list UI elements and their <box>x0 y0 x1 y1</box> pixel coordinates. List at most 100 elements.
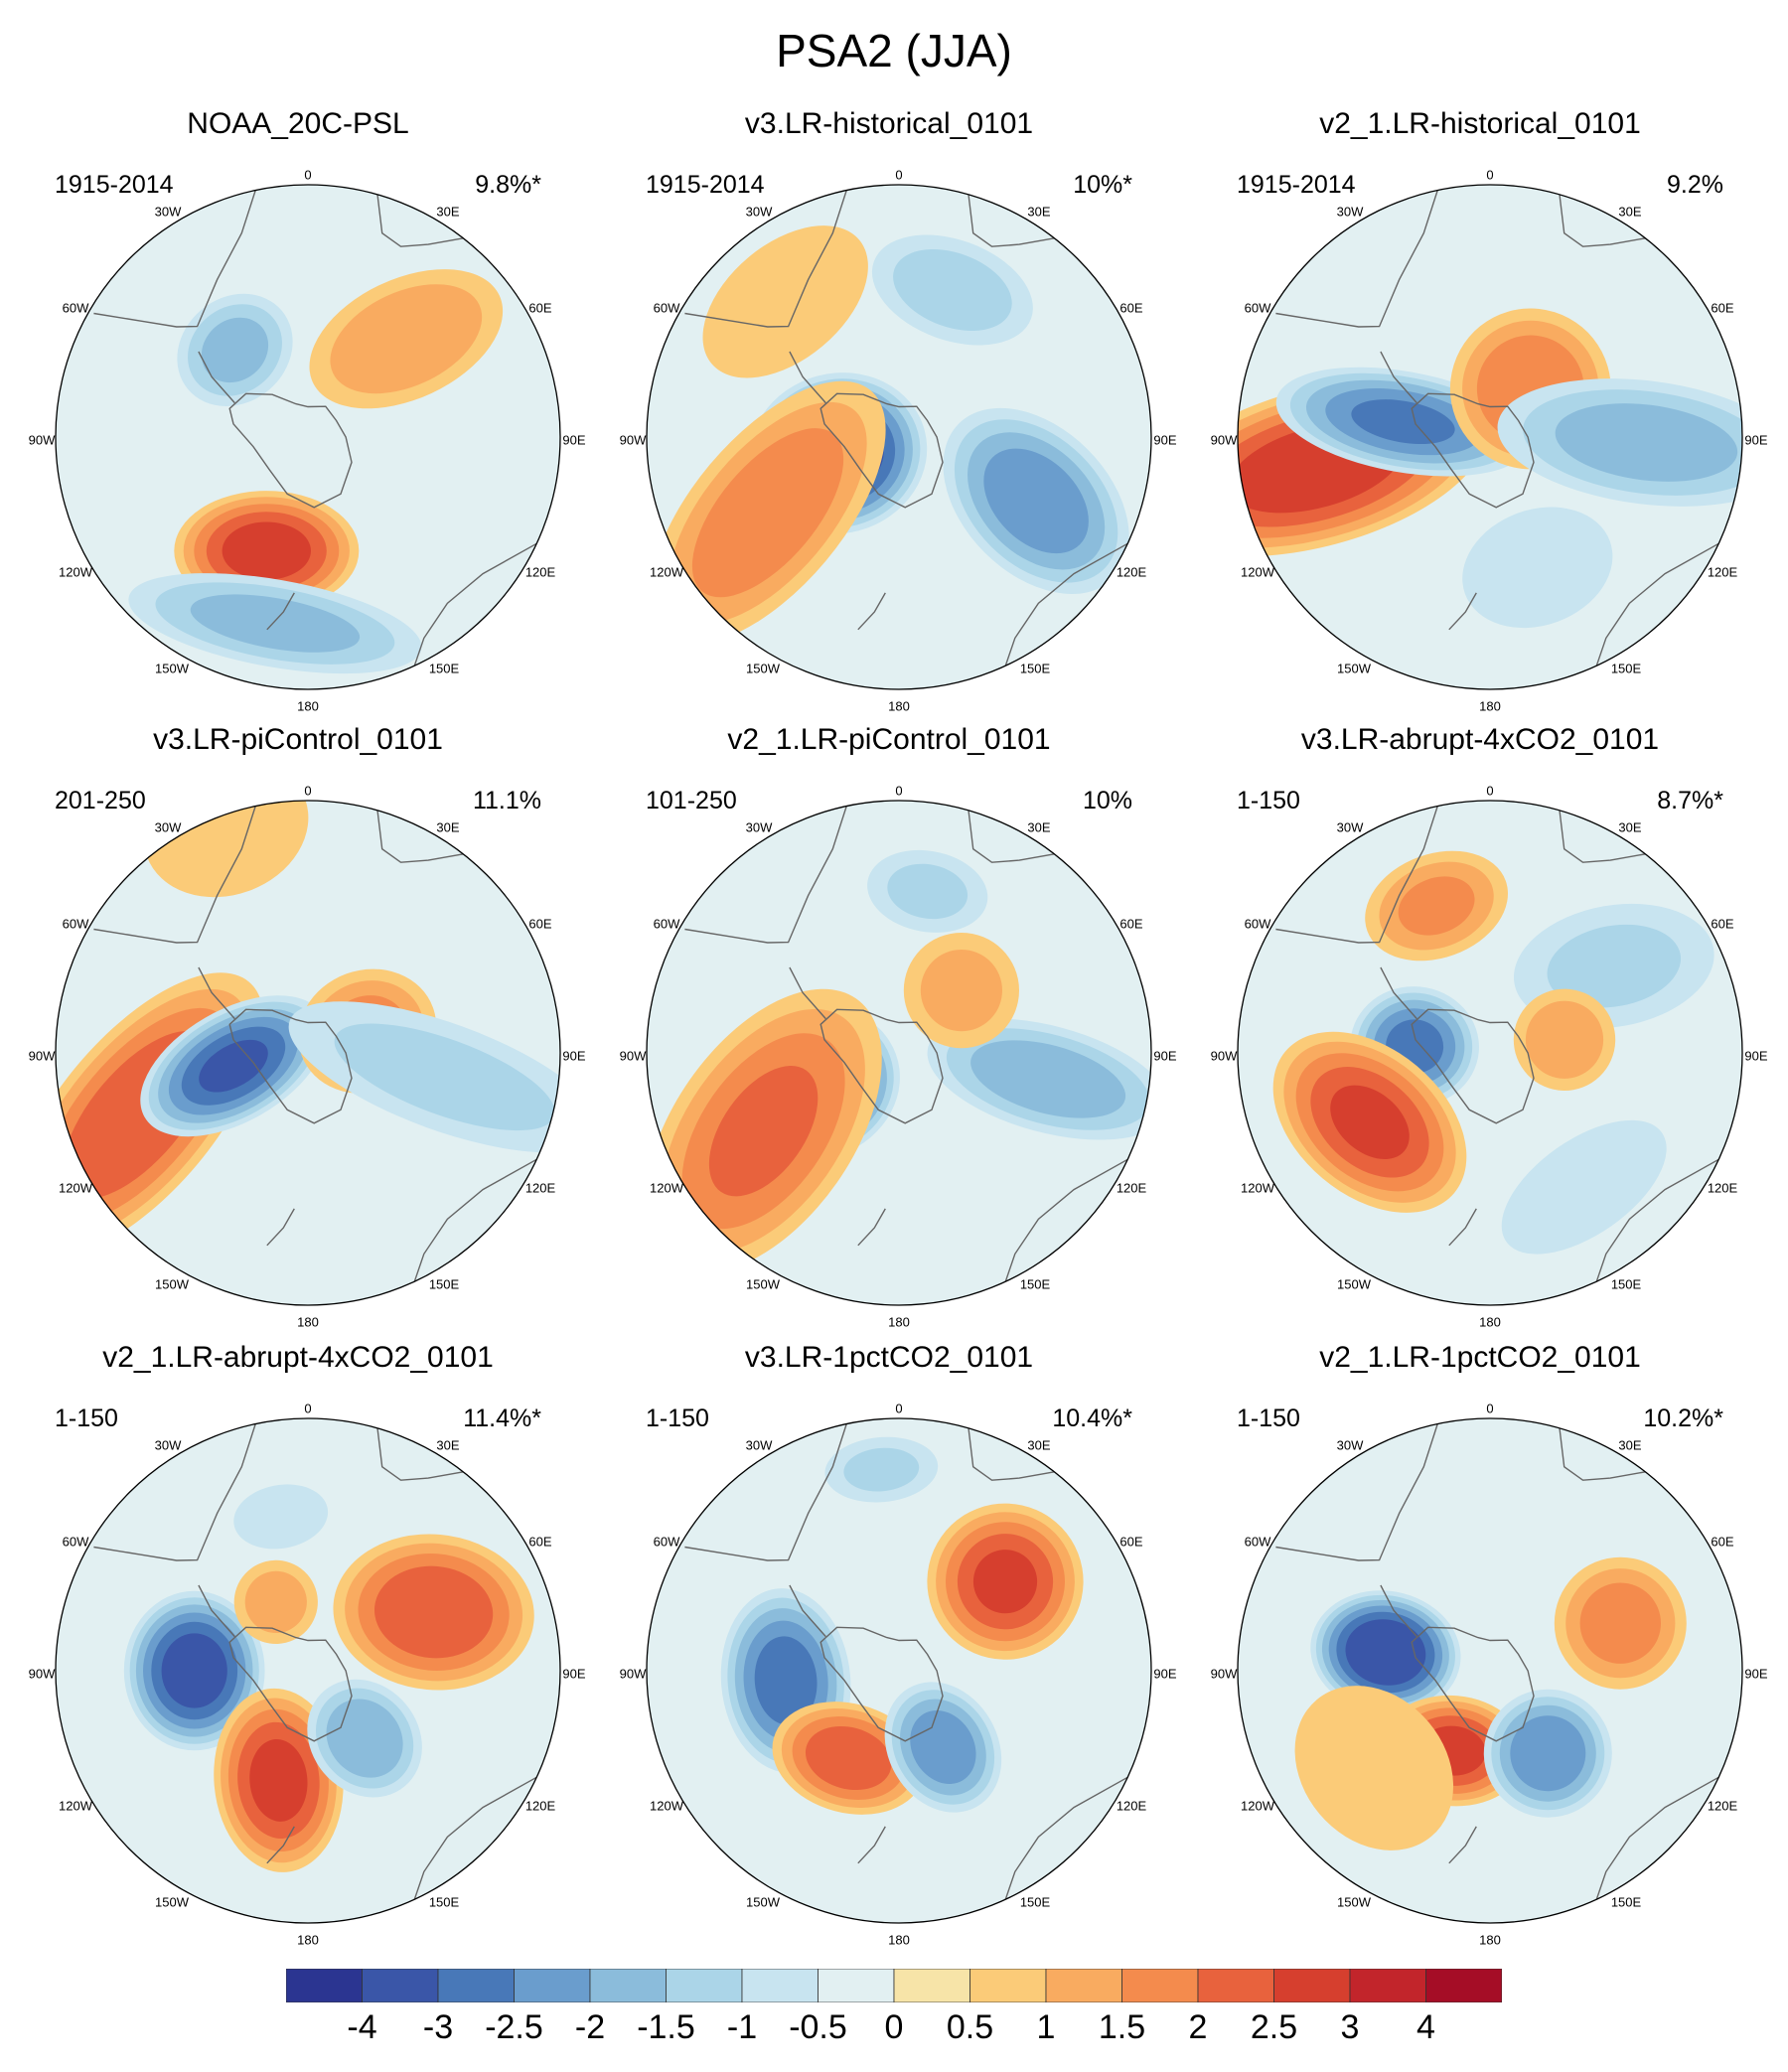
antarctic-peninsula-coastline <box>1380 1584 1417 1638</box>
longitude-label: 150W <box>1337 661 1372 675</box>
longitude-label: 120W <box>1241 564 1275 579</box>
south-america-coastline <box>1275 1423 1438 1561</box>
contour-level <box>970 1040 1126 1118</box>
variance-label: 10% <box>1082 787 1132 814</box>
antarctic-peninsula-coastline <box>789 966 826 1020</box>
longitude-label: 30W <box>155 819 182 834</box>
contour-level <box>1345 1619 1426 1686</box>
colorbar-swatch <box>437 1969 515 2002</box>
longitude-label: 30W <box>1337 204 1364 219</box>
map-panel: v2_1.LR-1pctCO2_0101 1-150 10.2%* 0 30E 60E 90… <box>1182 1234 1778 1947</box>
contour-level <box>161 1633 227 1708</box>
polar-map: 0 30E 60E 90E 120E 150E 180 150W 120W 90W 60W 30W <box>29 1401 586 1947</box>
south-america-coastline <box>684 1423 847 1561</box>
antarctic-peninsula-coastline <box>198 1584 235 1638</box>
longitude-label: 90W <box>29 1048 56 1063</box>
longitude-label: 60W <box>654 1534 680 1549</box>
longitude-label: 150W <box>155 661 190 675</box>
colorbar-swatch <box>969 1969 1047 2002</box>
colorbar-tick-label: -1 <box>726 2008 758 2046</box>
longitude-label: 90E <box>1744 1666 1767 1681</box>
antarctica-coastline <box>1411 392 1535 509</box>
longitude-label: 60W <box>654 916 680 931</box>
africa-coastline <box>1559 194 1646 247</box>
polar-map: 0 30E 60E 90E 120E 150E 180 150W 120W 90W 60W 30W <box>620 167 1177 713</box>
colorbar-tick-label: -0.5 <box>789 2008 847 2046</box>
longitude-label: 60E <box>1119 916 1142 931</box>
australia-coastline <box>1595 1158 1719 1282</box>
panel-title: v2_1.LR-historical_0101 <box>1319 107 1641 140</box>
contour-level <box>1555 403 1738 482</box>
longitude-label: 150W <box>746 1276 781 1291</box>
australia-coastline <box>413 1776 537 1900</box>
colorbar-tick-label: 4 <box>1416 2008 1435 2046</box>
longitude-label: 60E <box>1711 916 1733 931</box>
longitude-label: 30W <box>1337 1437 1364 1452</box>
colorbar-tick-label: 3 <box>1340 2008 1360 2046</box>
longitude-label: 120W <box>650 564 684 579</box>
longitude-label: 90W <box>29 432 56 447</box>
antarctic-peninsula-coastline <box>198 351 235 404</box>
map-boundary <box>55 800 561 1306</box>
longitude-label: 90E <box>1153 1666 1176 1681</box>
contour-level <box>1510 1715 1586 1792</box>
polar-map: 0 30E 60E 90E 120E 150E 180 150W 120W 90W 60W 30W <box>1211 783 1768 1329</box>
contour-level <box>754 1636 818 1725</box>
africa-coastline <box>376 1427 464 1481</box>
polar-map: 0 30E 60E 90E 120E 150E 180 150W 120W 90W 60W 30W <box>1211 167 1768 713</box>
longitude-label: 0 <box>304 783 311 798</box>
longitude-label: 30W <box>746 204 773 219</box>
australia-coastline <box>1004 542 1128 666</box>
longitude-label: 120E <box>1708 1798 1738 1813</box>
map-panel: v2_1.LR-historical_0101 1915-2014 9.2% 0 30E… <box>1182 0 1778 713</box>
contour-level <box>972 1550 1038 1614</box>
longitude-label: 90E <box>1153 432 1176 447</box>
longitude-label: 90E <box>562 432 585 447</box>
contour-level <box>143 801 309 898</box>
contour-level <box>910 1709 976 1785</box>
longitude-label: 0 <box>1486 783 1493 798</box>
south-america-coastline <box>93 190 256 328</box>
longitude-label: 120W <box>59 1180 93 1195</box>
longitude-label: 150E <box>1611 1276 1642 1291</box>
longitude-label: 180 <box>888 698 910 713</box>
panel-title: v2_1.LR-piControl_0101 <box>727 723 1051 756</box>
longitude-label: 120E <box>525 1180 556 1195</box>
antarctica-coastline <box>1411 1626 1535 1742</box>
map-background <box>1238 1418 1742 1923</box>
longitude-label: 150W <box>155 1276 190 1291</box>
africa-coastline <box>968 1427 1055 1481</box>
antarctica-coastline <box>820 1626 944 1742</box>
new-zealand-coastline <box>266 1208 295 1247</box>
variance-label: 11.4%* <box>463 1405 541 1432</box>
contour-level <box>983 448 1089 554</box>
longitude-label: 120E <box>525 1798 556 1813</box>
south-america-coastline <box>93 806 256 944</box>
longitude-label: 30E <box>1618 819 1641 834</box>
contour-level <box>708 1066 819 1197</box>
longitude-label: 30W <box>746 1437 773 1452</box>
longitude-label: 120E <box>1117 1180 1147 1195</box>
colorbar <box>286 1969 1502 2002</box>
longitude-label: 60E <box>528 1534 551 1549</box>
longitude-label: 120W <box>59 1798 93 1813</box>
colorbar-swatch <box>1045 1969 1122 2002</box>
longitude-label: 150E <box>1020 1894 1051 1909</box>
longitude-label: 0 <box>895 1401 902 1415</box>
longitude-label: 120W <box>650 1798 684 1813</box>
map-panel: v3.LR-piControl_0101 201-250 11.1% 0 30E 60E 9… <box>0 616 596 1329</box>
africa-coastline <box>376 810 464 863</box>
longitude-label: 90W <box>1211 432 1238 447</box>
antarctica-coastline <box>820 392 944 509</box>
australia-coastline <box>1004 1158 1128 1282</box>
map-boundary <box>1237 184 1743 690</box>
colorbar-tick-label: 0 <box>884 2008 904 2046</box>
longitude-label: 120W <box>650 1180 684 1195</box>
longitude-label: 30W <box>746 819 773 834</box>
longitude-label: 150E <box>429 661 460 675</box>
period-label: 1-150 <box>1237 1405 1300 1432</box>
polar-map: 0 30E 60E 90E 120E 150E 180 150W 120W 90W 60W 30W <box>1211 1401 1768 1947</box>
map-boundary <box>55 1417 561 1924</box>
colorbar-swatch <box>1121 1969 1199 2002</box>
contour-level <box>920 949 1002 1032</box>
